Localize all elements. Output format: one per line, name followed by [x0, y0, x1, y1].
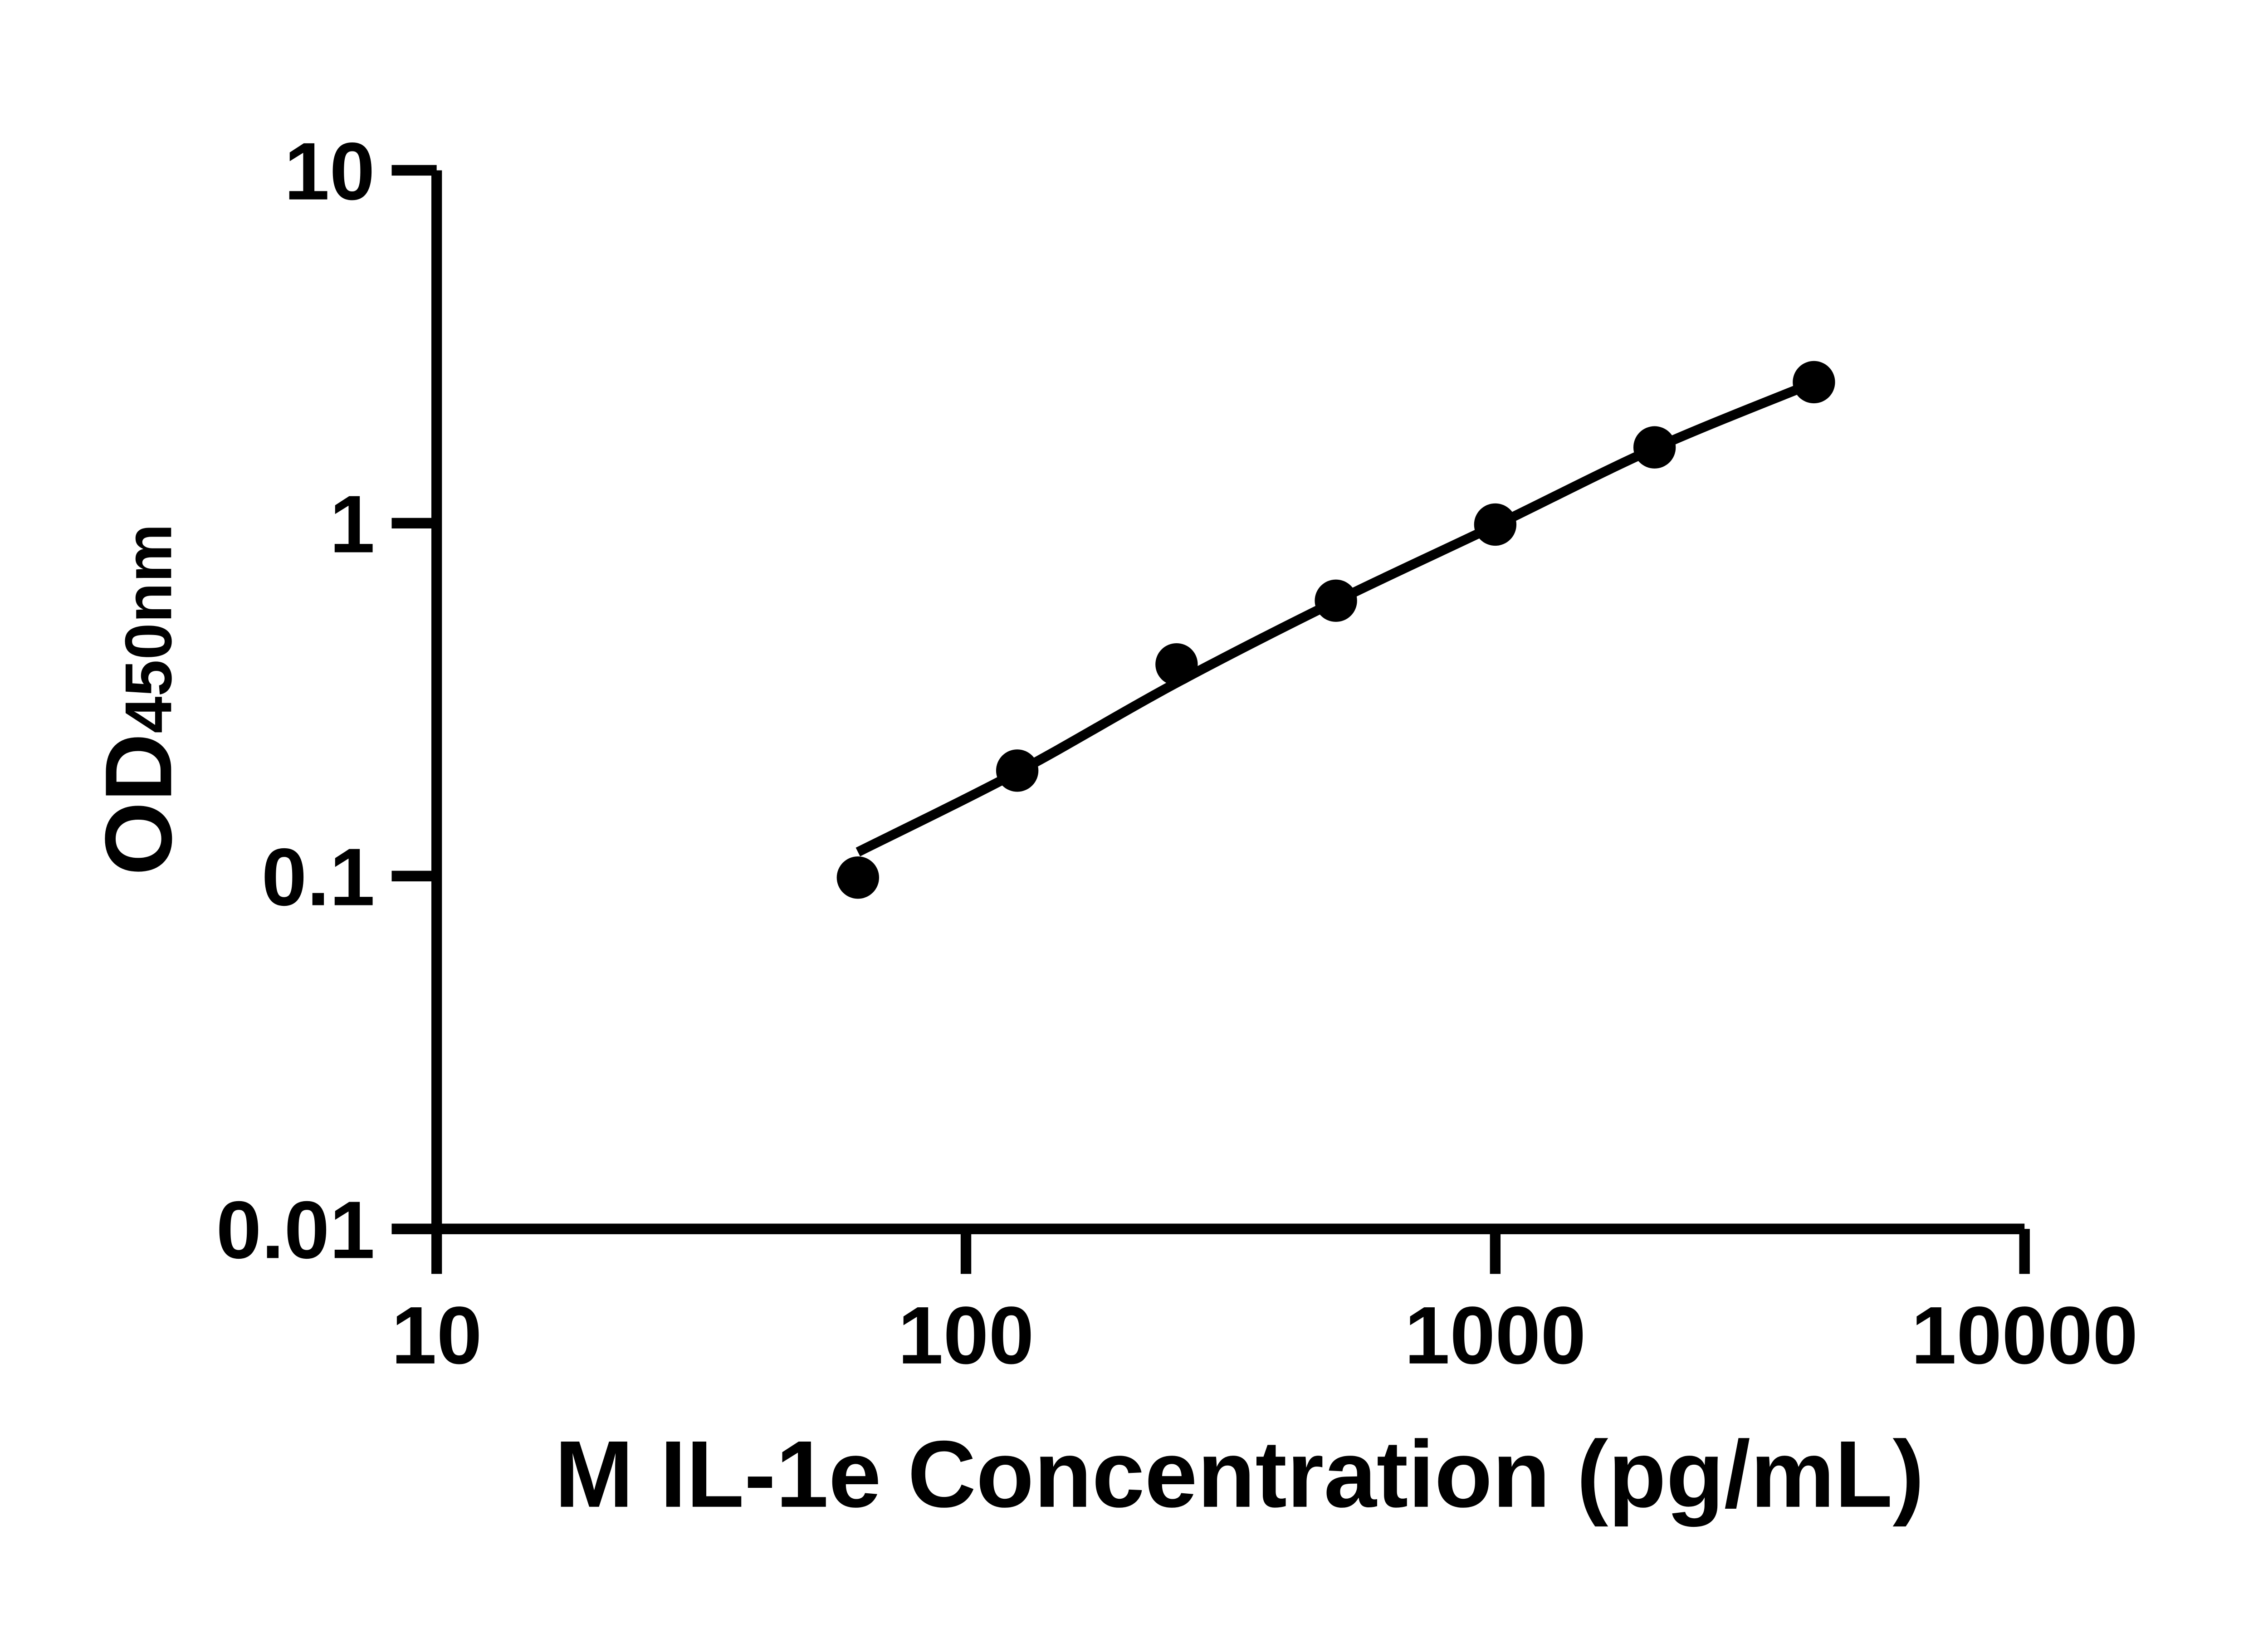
data-point	[1315, 579, 1357, 622]
y-axis-title: OD450nm	[86, 523, 191, 875]
x-tick-label: 10	[391, 1290, 482, 1381]
x-tick-label: 100	[898, 1290, 1034, 1381]
data-point	[836, 856, 880, 899]
data-point	[1793, 361, 1835, 404]
x-tick-label: 10000	[1911, 1290, 2138, 1381]
x-tick-label: 1000	[1404, 1290, 1586, 1381]
y-axis-title-main: OD	[86, 733, 191, 876]
data-point	[1633, 426, 1676, 469]
data-point	[1155, 643, 1198, 686]
y-tick-label: 0.01	[216, 1184, 375, 1276]
y-tick-label: 10	[284, 126, 375, 217]
y-tick-label: 1	[329, 479, 375, 570]
data-point	[996, 749, 1039, 792]
y-tick-label: 0.1	[261, 831, 375, 923]
x-axis-title: M IL-1e Concentration (pg/mL)	[555, 1422, 1924, 1527]
y-axis-title-subscript: 450nm	[111, 523, 185, 733]
data-point	[1474, 503, 1517, 546]
